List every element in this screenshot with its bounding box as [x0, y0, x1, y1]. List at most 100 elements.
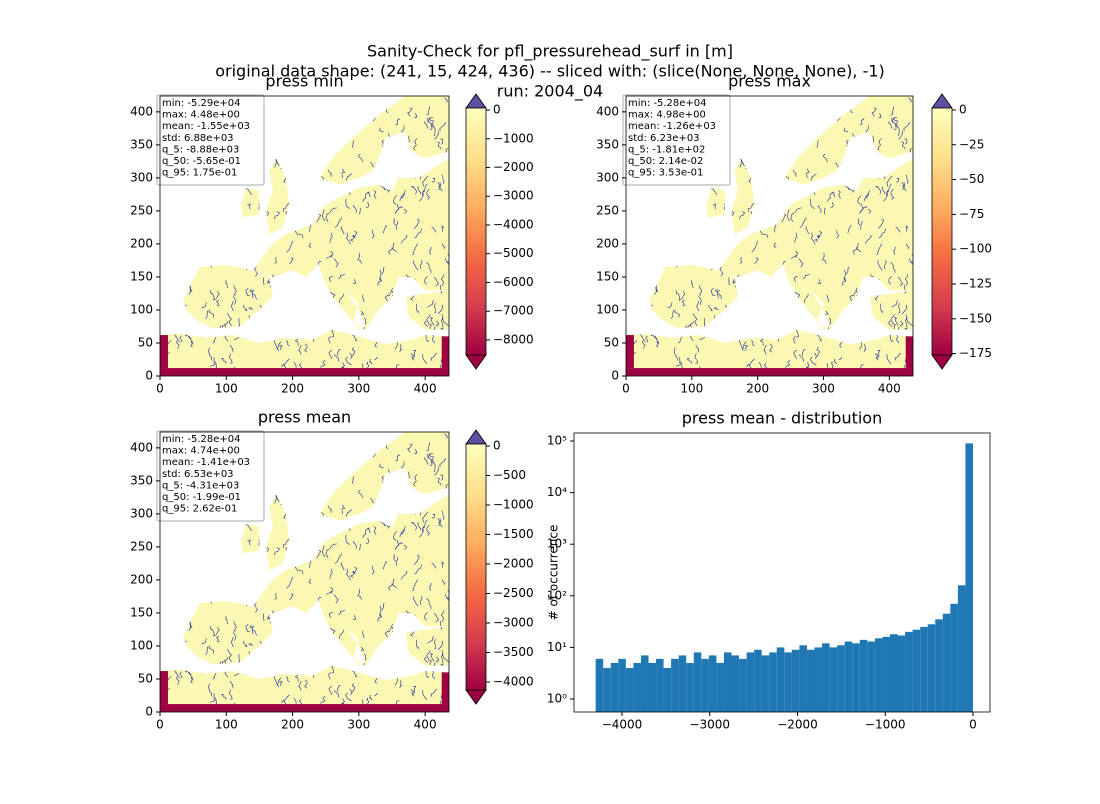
stats-line: q_5: -4.31e+03 [162, 480, 239, 491]
colorbar-tick-label: −150 [959, 311, 992, 325]
stats-line: mean: -1.55e+03 [162, 121, 250, 132]
x-tick-label: 100 [215, 718, 238, 732]
stats-line: std: 6.88e+03 [162, 133, 234, 144]
x-tick-label: 0 [156, 718, 164, 732]
colorbar [465, 443, 487, 691]
y-tick-label: 400 [130, 440, 153, 454]
stats-line: std: 6.23e+03 [628, 133, 700, 144]
x-tick-label: 300 [812, 382, 835, 396]
stats-line: q_5: -8.88e+03 [162, 144, 239, 155]
colorbar-tick-label: −100 [959, 242, 992, 256]
x-tick-label: 0 [622, 382, 630, 396]
x-tick-label: 100 [680, 382, 703, 396]
y-tick-label: 10⁴ [547, 485, 567, 499]
hist-bar [806, 649, 815, 712]
axes-title: press mean - distribution [682, 409, 882, 428]
colorbar [465, 107, 487, 356]
colorbar-tick-label: −50 [959, 172, 984, 186]
axes-frame [159, 431, 450, 713]
hist-bar [761, 655, 770, 712]
hist-bar [837, 645, 845, 712]
stats-line: max: 4.98e+00 [628, 110, 706, 121]
stats-box [622, 94, 731, 186]
hist-bar [610, 662, 619, 712]
x-tick-label: 300 [347, 382, 370, 396]
colorbar-tick-label: −500 [493, 468, 526, 482]
hist-bar [874, 638, 883, 712]
colorbar-tick-label: 0 [959, 102, 967, 116]
y-tick-label: 400 [596, 104, 619, 118]
hist-bar [852, 643, 860, 712]
x-tick-label: −2000 [777, 718, 818, 732]
stats-line: q_95: 2.62e-01 [162, 504, 237, 515]
hist-bar [867, 641, 875, 712]
hist-bar [799, 645, 807, 712]
x-tick-label: −1000 [865, 718, 906, 732]
y-tick-label: 10⁵ [547, 434, 567, 448]
x-tick-label: 100 [215, 382, 238, 396]
x-tick-label: 200 [281, 718, 304, 732]
axes-frame [625, 95, 914, 377]
y-tick-label: 250 [130, 203, 153, 217]
y-tick-label: 350 [130, 473, 153, 487]
colorbar-tick-label: −4000 [493, 217, 534, 231]
hist-bar [746, 652, 755, 712]
hist-bar [935, 619, 943, 712]
hist-bar [882, 636, 890, 712]
colorbar-tick-label: −175 [959, 346, 992, 360]
colorbar-tick-label: −2000 [493, 160, 534, 174]
y-tick-label: 50 [138, 671, 153, 685]
x-tick-label: 400 [414, 382, 437, 396]
y-tick-label: 50 [604, 335, 619, 349]
hist-bar [784, 652, 792, 712]
colorbar-tick-label: −3000 [493, 615, 534, 629]
hist-bar [957, 585, 966, 712]
stats-line: min: -5.29e+04 [162, 98, 241, 109]
hist-bar [686, 662, 694, 712]
y-tick-label: 0 [611, 369, 619, 383]
colorbar-tick-label: −5000 [493, 246, 534, 260]
x-tick-label: 200 [281, 382, 304, 396]
stats-line: std: 6.53e+03 [162, 469, 234, 480]
y-tick-label: 400 [130, 104, 153, 118]
suptitle: Sanity-Check for pfl_pressurehead_surf i… [367, 42, 733, 62]
suptitle: run: 2004_04 [497, 82, 603, 102]
hist-bar [618, 658, 626, 712]
stats-line: q_50: 2.14e-02 [628, 156, 703, 167]
hist-bar [920, 626, 928, 712]
stats-line: min: -5.28e+04 [162, 434, 241, 445]
colorbar-tick-label: −75 [959, 207, 984, 221]
stats-box [156, 94, 265, 186]
suptitle: original data shape: (241, 15, 424, 436)… [215, 62, 885, 81]
hist-bar [731, 655, 740, 712]
hist-bar [625, 667, 634, 712]
x-tick-label: 400 [878, 382, 901, 396]
stats-line: q_50: -1.99e-01 [162, 492, 241, 503]
x-tick-label: 0 [156, 382, 164, 396]
x-tick-label: 300 [347, 718, 370, 732]
hist-bar [708, 655, 717, 712]
hist-bar [693, 652, 702, 712]
colorbar-tick-label: −4000 [493, 674, 534, 688]
y-tick-label: 200 [596, 236, 619, 250]
y-tick-label: 150 [130, 605, 153, 619]
axes-frame [159, 95, 450, 377]
hist-bar [701, 658, 709, 712]
y-tick-label: 300 [130, 170, 153, 184]
hist-bar [791, 649, 800, 712]
y-tick-label: 100 [130, 638, 153, 652]
axes-title: press mean [258, 408, 351, 427]
hist-bar [912, 629, 921, 712]
stats-line: q_50: -5.65e-01 [162, 156, 241, 167]
axes-title: press max [728, 72, 811, 91]
hist-bar [927, 624, 936, 712]
colorbar-tick-label: −7000 [493, 304, 534, 318]
hist-bar [822, 643, 830, 712]
hist-bar [663, 667, 672, 712]
hist-bar [814, 647, 823, 712]
hist-bar [640, 655, 649, 712]
stats-box [156, 430, 265, 522]
hist-bar [603, 667, 611, 712]
stats-line: q_95: 1.75e-01 [162, 168, 237, 179]
